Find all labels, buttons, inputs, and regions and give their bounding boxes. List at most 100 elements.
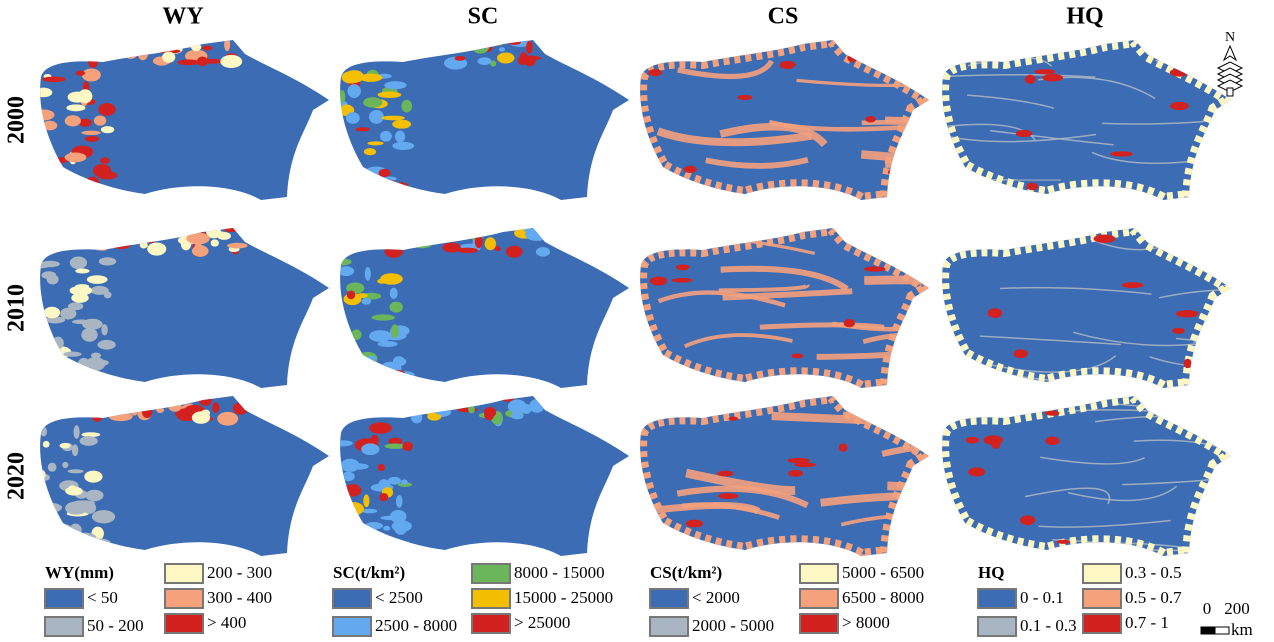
map-patch bbox=[48, 463, 57, 472]
map-patch bbox=[87, 275, 108, 284]
map-patch bbox=[104, 291, 112, 298]
map-patch bbox=[988, 308, 1003, 318]
map-patch bbox=[335, 521, 356, 528]
map-patch bbox=[137, 235, 155, 240]
map-patch bbox=[40, 542, 57, 547]
map-patch bbox=[225, 228, 238, 232]
map-patch bbox=[391, 324, 399, 338]
legend-title: HQ bbox=[978, 563, 1004, 582]
map-patch bbox=[85, 177, 99, 190]
legend-swatch bbox=[800, 589, 838, 608]
map-patch bbox=[411, 412, 422, 423]
map-patch bbox=[53, 358, 61, 364]
map-band bbox=[1227, 110, 1274, 118]
legend-swatch bbox=[165, 589, 203, 608]
map-patch bbox=[1016, 130, 1032, 137]
map-patch bbox=[392, 236, 403, 249]
map-patch bbox=[74, 425, 80, 439]
map bbox=[942, 228, 1274, 388]
map-patch bbox=[506, 246, 523, 258]
map-patch bbox=[142, 42, 166, 48]
map-patch bbox=[336, 349, 345, 355]
map-patch bbox=[143, 47, 155, 53]
map-patch bbox=[357, 293, 368, 298]
map-patch bbox=[411, 237, 433, 248]
map-patch bbox=[351, 329, 361, 340]
map-patch bbox=[142, 407, 152, 418]
legend-swatch bbox=[1083, 614, 1121, 633]
map-patch bbox=[442, 230, 462, 238]
map-band bbox=[955, 33, 1053, 46]
legend-title: SC(t/km²) bbox=[333, 563, 405, 582]
map-patch bbox=[380, 516, 401, 520]
map-patch bbox=[369, 330, 392, 342]
map-patch bbox=[342, 170, 355, 179]
map-patch bbox=[191, 43, 201, 51]
map-patch bbox=[394, 182, 409, 192]
map-patch bbox=[336, 141, 346, 155]
map-patch bbox=[648, 69, 662, 76]
map-patch bbox=[881, 245, 901, 252]
map-patch bbox=[147, 243, 166, 256]
map-patch bbox=[91, 240, 111, 251]
map-patch bbox=[388, 477, 401, 485]
map-patch bbox=[212, 402, 219, 412]
legend-label: 15000 - 25000 bbox=[514, 588, 613, 607]
map-patch bbox=[202, 46, 212, 51]
map-patch bbox=[455, 56, 466, 61]
map-base bbox=[340, 396, 629, 556]
map-patch bbox=[201, 410, 210, 417]
legend-swatch bbox=[165, 564, 203, 583]
legend-label: > 8000 bbox=[842, 613, 890, 632]
map-patch bbox=[449, 229, 456, 240]
map-patch bbox=[68, 469, 84, 473]
map-patch bbox=[60, 443, 71, 448]
map-patch bbox=[968, 467, 985, 476]
map-patch bbox=[364, 148, 376, 155]
map-patch bbox=[888, 168, 908, 177]
map-patch bbox=[383, 374, 406, 382]
map-patch bbox=[110, 237, 132, 249]
column-title: SC bbox=[468, 4, 499, 30]
map-patch bbox=[440, 43, 448, 50]
map-band bbox=[772, 416, 898, 421]
map-patch bbox=[91, 353, 101, 359]
map-patch bbox=[427, 234, 442, 241]
map-patch bbox=[388, 370, 406, 380]
map-patch bbox=[88, 57, 98, 68]
legend-label: 0.7 - 1 bbox=[1125, 613, 1169, 632]
map-patch bbox=[369, 422, 392, 434]
map-patch bbox=[390, 302, 403, 313]
map-patch bbox=[131, 410, 137, 415]
map-patch bbox=[137, 45, 160, 54]
map bbox=[942, 393, 1252, 556]
map-patch bbox=[32, 469, 46, 481]
legend-label: 8000 - 15000 bbox=[514, 563, 605, 582]
map-patch bbox=[65, 487, 83, 496]
map-patch bbox=[1045, 411, 1060, 416]
map-patch bbox=[524, 228, 539, 233]
legend-label: 300 - 400 bbox=[207, 588, 272, 607]
map-patch bbox=[671, 278, 692, 283]
map-patch bbox=[89, 538, 112, 549]
map-patch bbox=[186, 233, 209, 245]
map-patch bbox=[346, 112, 360, 124]
map-patch bbox=[468, 405, 475, 413]
map bbox=[941, 33, 1274, 200]
legend-swatch bbox=[333, 617, 371, 636]
legend-swatch bbox=[978, 617, 1016, 636]
legend-label: < 2500 bbox=[375, 588, 423, 607]
legend-swatch bbox=[472, 589, 510, 608]
map-patch bbox=[475, 235, 483, 248]
map-patch bbox=[328, 342, 348, 351]
map-patch bbox=[333, 258, 351, 265]
map-patch bbox=[40, 503, 62, 513]
map-patch bbox=[109, 412, 133, 421]
map-patch bbox=[1094, 234, 1116, 243]
map-patch bbox=[737, 95, 752, 100]
map-patch bbox=[363, 97, 382, 107]
map-patch bbox=[168, 402, 181, 412]
map-patch bbox=[98, 340, 116, 350]
map-patch bbox=[787, 458, 810, 463]
legend-label: 2500 - 8000 bbox=[375, 616, 457, 635]
